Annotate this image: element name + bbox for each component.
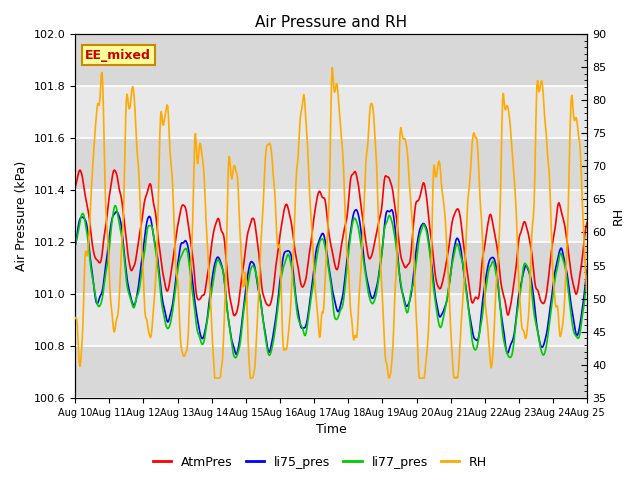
Bar	[75, 34, 588, 86]
Bar	[75, 86, 588, 138]
X-axis label: Time: Time	[316, 423, 347, 436]
Bar	[75, 242, 588, 294]
Y-axis label: RH: RH	[612, 207, 625, 225]
Title: Air Pressure and RH: Air Pressure and RH	[255, 15, 407, 30]
Bar	[75, 294, 588, 346]
Legend: AtmPres, li75_pres, li77_pres, RH: AtmPres, li75_pres, li77_pres, RH	[148, 451, 492, 474]
Y-axis label: Air Pressure (kPa): Air Pressure (kPa)	[15, 161, 28, 271]
Bar	[75, 190, 588, 242]
Bar	[75, 346, 588, 398]
Bar	[75, 138, 588, 190]
Text: EE_mixed: EE_mixed	[85, 48, 151, 61]
